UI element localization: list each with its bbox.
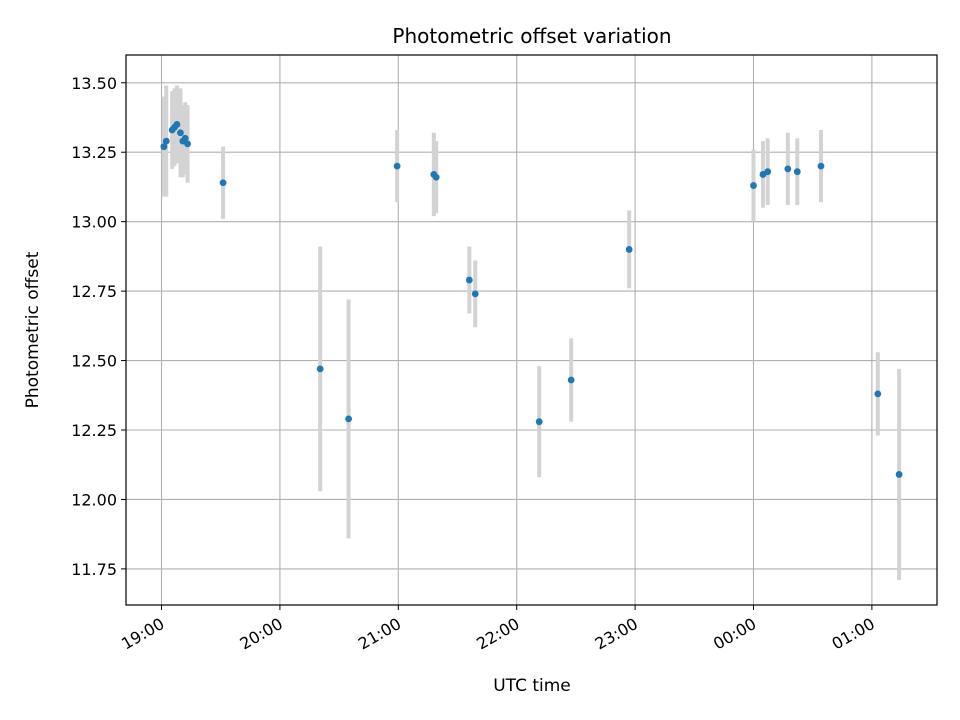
data-point	[345, 415, 352, 423]
y-tick-label: 12.00	[71, 490, 117, 509]
data-point	[874, 390, 882, 398]
plot-frame	[125, 54, 938, 606]
x-tick-label: 19:00	[118, 614, 167, 654]
data-point	[764, 168, 772, 176]
data-point	[895, 471, 903, 478]
x-tick-label: 00:00	[710, 614, 759, 654]
x-axis-ticks: 19:00 20:00 21:00 22:00 23:00 00:00 01:00	[118, 605, 878, 654]
data-point	[817, 162, 825, 170]
y-tick-label: 12.50	[71, 352, 117, 371]
data-point	[750, 182, 757, 189]
data-point	[625, 246, 633, 253]
y-tick-label: 12.25	[71, 421, 117, 440]
y-tick-label: 13.00	[71, 213, 117, 232]
data-point	[316, 365, 324, 373]
data-point	[160, 143, 168, 151]
data-point	[173, 121, 181, 128]
data-point	[784, 165, 792, 173]
x-tick-label: 20:00	[236, 614, 285, 654]
x-axis-title: UTC time	[493, 676, 571, 696]
data-point	[162, 137, 170, 145]
data-point	[184, 140, 191, 148]
data-point	[177, 129, 184, 137]
y-tick-label: 12.75	[71, 282, 117, 301]
data-point	[393, 162, 401, 170]
data-point	[535, 418, 543, 426]
x-tick-label: 01:00	[828, 614, 877, 654]
y-tick-label: 13.50	[71, 74, 117, 93]
data-point	[471, 290, 479, 298]
data-point	[181, 134, 189, 142]
data-point	[432, 173, 440, 181]
y-tick-label: 13.25	[71, 143, 117, 162]
y-axis-title: Photometric offset	[23, 251, 43, 408]
data-point	[219, 179, 227, 187]
x-tick-label: 22:00	[473, 614, 522, 654]
data-point	[465, 276, 473, 284]
data-point	[793, 168, 801, 176]
grid-lines	[126, 55, 937, 605]
error-bars	[161, 85, 902, 580]
chart-title: Photometric offset variation	[392, 24, 671, 48]
y-axis-ticks: 11.75 12.00 12.25 12.50 12.75 13.00 13.25 13.50	[71, 74, 126, 579]
y-tick-label: 11.75	[71, 560, 117, 579]
data-point	[567, 376, 575, 384]
x-tick-label: 23:00	[592, 614, 641, 654]
data-points	[160, 121, 903, 478]
x-tick-label: 21:00	[355, 614, 404, 654]
